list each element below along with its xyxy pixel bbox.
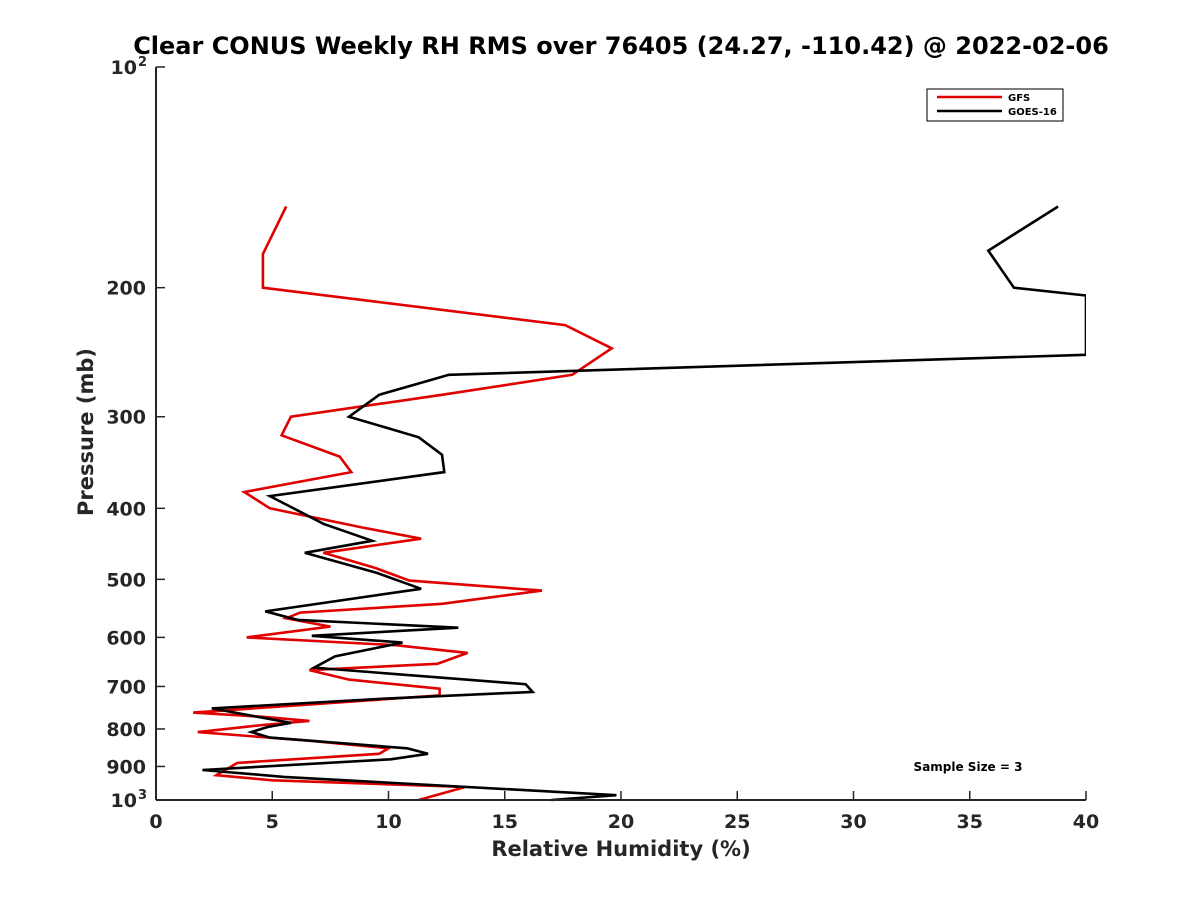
legend-label-gfs: GFS: [1008, 93, 1030, 104]
lines-layer: [193, 205, 1086, 802]
y-tick-label: 800: [106, 719, 146, 741]
x-tick-label: 35: [957, 811, 983, 833]
y-tick-label: 400: [106, 498, 146, 520]
sample-size-annotation: Sample Size = 3: [914, 760, 1023, 774]
y-tick-label: 10: [111, 790, 137, 812]
y-tick-label: 300: [106, 407, 146, 429]
y-tick-label: 200: [106, 278, 146, 300]
y-tick-label: 10: [111, 57, 137, 79]
y-tick-label: 700: [106, 676, 146, 698]
x-tick-label: 40: [1073, 811, 1099, 833]
x-tick-label: 20: [608, 811, 634, 833]
y-tick-exponent: 3: [138, 788, 147, 803]
x-tick-label: 5: [266, 811, 279, 833]
legend: GFS GOES-16: [926, 88, 1064, 122]
axes-layer: [155, 67, 1086, 801]
x-tick-label: 10: [375, 811, 401, 833]
series-line-gfs: [193, 205, 615, 802]
chart-title: Clear CONUS Weekly RH RMS over 76405 (24…: [133, 32, 1109, 60]
series-line-goes16: [202, 205, 1086, 802]
y-tick-label: 900: [106, 756, 146, 778]
x-tick-label: 25: [724, 811, 750, 833]
x-axis-label: Relative Humidity (%): [491, 837, 750, 861]
y-tick-label: 500: [106, 569, 146, 591]
legend-box: [926, 88, 1064, 122]
x-tick-label: 15: [492, 811, 518, 833]
y-axis-label: Pressure (mb): [74, 348, 98, 516]
x-tick-label: 30: [840, 811, 866, 833]
y-tick-label: 600: [106, 627, 146, 649]
x-tick-label: 0: [149, 811, 162, 833]
legend-label-goes16: GOES-16: [1008, 107, 1057, 118]
y-tick-exponent: 2: [138, 55, 147, 70]
